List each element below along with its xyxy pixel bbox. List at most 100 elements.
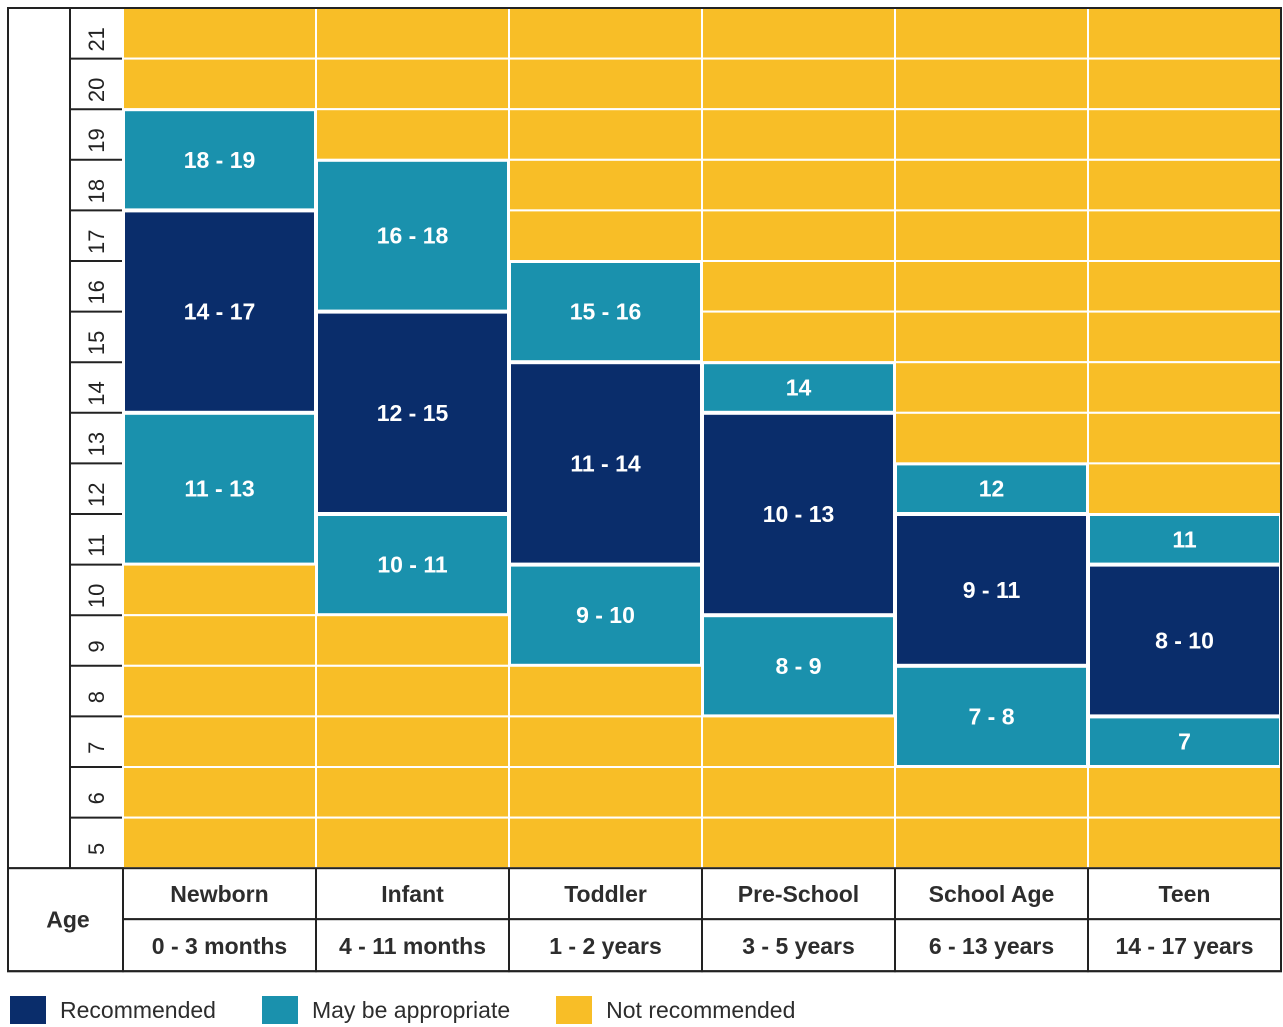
category-name: Toddler xyxy=(564,881,647,907)
legend-label-recommended: Recommended xyxy=(60,996,216,1023)
cell-not-recommended xyxy=(122,816,317,870)
block-may-be-appropriate xyxy=(316,159,509,312)
cell-not-recommended xyxy=(894,158,1089,212)
category-name: Infant xyxy=(381,881,444,907)
cell-not-recommended xyxy=(1087,108,1282,161)
cell-not-recommended xyxy=(894,411,1089,465)
sleep-chart: 5 6 7 8 9 10 11 12 13 14 15 16 17 18 19 20 21 11 - 13 14 -… xyxy=(7,7,1282,973)
block-label: 11 xyxy=(1172,526,1197,552)
block-label: 14 xyxy=(786,375,812,401)
left-panel xyxy=(7,7,71,870)
block-may-be-appropriate xyxy=(1088,514,1281,565)
block-may-be-appropriate xyxy=(1088,716,1281,768)
cell-not-recommended xyxy=(701,7,896,60)
y-tick-label: 21 xyxy=(84,27,109,51)
cell-not-recommended xyxy=(1087,7,1282,60)
block-label: 11 - 13 xyxy=(184,476,254,502)
block-label: 8 - 9 xyxy=(775,653,821,679)
cell-not-recommended xyxy=(508,209,703,262)
cell-not-recommended xyxy=(122,7,317,60)
cell-not-recommended xyxy=(701,310,896,364)
block-may-be-appropriate xyxy=(702,362,895,413)
cell-not-recommended xyxy=(701,108,896,161)
table-border xyxy=(7,7,1282,973)
legend-item-may-be-appropriate: May be appropriate xyxy=(261,996,511,1024)
block-label: 9 - 10 xyxy=(576,602,635,628)
y-tick-label: 12 xyxy=(84,482,109,506)
cell-not-recommended xyxy=(701,209,896,262)
block-recommended xyxy=(316,311,509,514)
cell-not-recommended xyxy=(1087,411,1282,465)
cell-not-recommended xyxy=(1087,816,1282,870)
cell-not-recommended xyxy=(1087,361,1282,414)
category-range: 3 - 5 years xyxy=(742,933,855,959)
cell-not-recommended xyxy=(508,664,703,718)
cell-not-recommended xyxy=(701,816,896,870)
cell-not-recommended xyxy=(894,816,1089,870)
legend-item-not-recommended: Not recommended xyxy=(556,996,795,1024)
block-label: 18 - 19 xyxy=(184,147,256,173)
cell-not-recommended xyxy=(508,57,703,111)
range-cell xyxy=(508,918,703,973)
range-cell xyxy=(122,918,317,973)
block-label: 12 - 15 xyxy=(377,400,449,426)
cell-not-recommended xyxy=(508,766,703,819)
block-may-be-appropriate xyxy=(123,412,316,565)
category-cell xyxy=(894,867,1089,921)
block-recommended xyxy=(1088,564,1281,717)
category-range: 1 - 2 years xyxy=(549,933,662,959)
cell-not-recommended xyxy=(315,715,510,769)
block-label: 15 - 16 xyxy=(570,299,642,325)
y-tick-label: 15 xyxy=(84,331,109,355)
cell-not-recommended xyxy=(1087,57,1282,111)
cell-not-recommended xyxy=(701,766,896,819)
legend-label-may-be-appropriate: May be appropriate xyxy=(311,996,511,1023)
cell-not-recommended xyxy=(315,766,510,819)
cell-not-recommended xyxy=(315,664,510,718)
y-tick-label: 10 xyxy=(84,584,109,608)
category-range: 6 - 13 years xyxy=(929,933,1054,959)
block-may-be-appropriate xyxy=(509,564,702,666)
cell-not-recommended xyxy=(122,563,317,617)
block-may-be-appropriate xyxy=(895,463,1088,514)
legend: Recommended May be appropriate Not recom… xyxy=(10,993,841,1027)
cell-not-recommended xyxy=(894,108,1089,161)
cell-not-recommended xyxy=(122,715,317,769)
legend-label-not-recommended: Not recommended xyxy=(606,996,796,1023)
y-tick-label: 14 xyxy=(84,381,109,405)
category-name: School Age xyxy=(929,881,1055,907)
cell-not-recommended xyxy=(1087,158,1282,212)
range-cell xyxy=(894,918,1089,973)
category-name: Newborn xyxy=(170,881,268,907)
y-tick-label: 5 xyxy=(84,843,109,855)
category-cell xyxy=(508,867,703,921)
legend-swatch-may-be-appropriate xyxy=(261,996,298,1024)
block-label: 10 - 11 xyxy=(377,552,448,578)
y-tick-label: 13 xyxy=(84,432,109,456)
y-tick-label: 11 xyxy=(84,534,109,557)
cell-not-recommended xyxy=(894,260,1089,313)
tick-column xyxy=(69,7,124,870)
legend-swatch-recommended xyxy=(10,996,46,1024)
block-label: 12 xyxy=(979,476,1005,502)
cell-not-recommended xyxy=(122,57,317,111)
block-label: 7 - 8 xyxy=(968,703,1014,729)
cell-not-recommended xyxy=(315,614,510,667)
cell-not-recommended xyxy=(894,766,1089,819)
cell-not-recommended xyxy=(508,7,703,60)
cell-not-recommended xyxy=(122,664,317,718)
block-may-be-appropriate xyxy=(316,514,509,616)
cell-not-recommended xyxy=(894,310,1089,364)
block-recommended xyxy=(895,514,1088,666)
block-may-be-appropriate xyxy=(509,261,702,363)
cell-not-recommended xyxy=(122,766,317,819)
age-header-cell xyxy=(7,867,124,973)
cell-not-recommended xyxy=(701,260,896,313)
y-tick-label: 7 xyxy=(84,742,109,754)
y-tick-label: 9 xyxy=(84,640,109,652)
block-recommended xyxy=(509,362,702,565)
category-range: 0 - 3 months xyxy=(152,933,287,959)
legend-swatch-not-recommended xyxy=(556,996,593,1024)
y-tick-label: 20 xyxy=(84,78,109,102)
category-name: Teen xyxy=(1159,881,1211,907)
